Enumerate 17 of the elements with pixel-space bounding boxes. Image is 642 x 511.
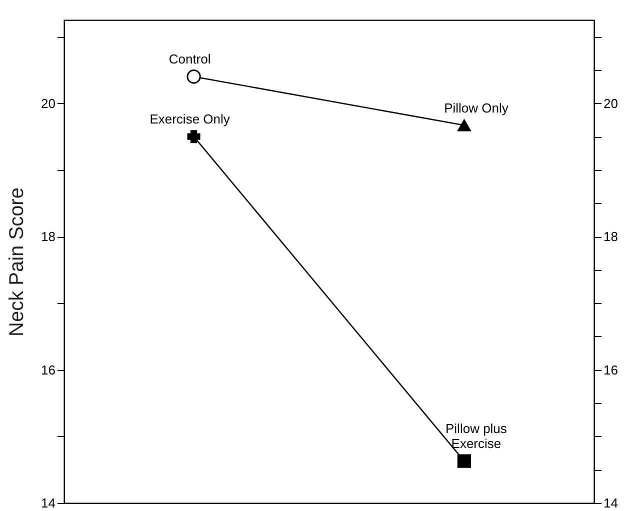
y2-tick-label: 14 <box>604 496 618 510</box>
series-label: Pillow Only <box>444 100 509 116</box>
y2-tick-label: 20 <box>604 96 618 111</box>
series-label: Pillow plus Exercise <box>445 421 508 452</box>
y-tick-label: 14 <box>41 496 56 510</box>
y-tick-label: 16 <box>41 362 56 378</box>
series-label: Control <box>168 52 211 67</box>
y2-tick-label: 16 <box>604 362 618 378</box>
y-tick-label: 20 <box>41 96 56 111</box>
series-label: Exercise Only <box>150 112 230 127</box>
y2-tick-label: 18 <box>604 229 618 244</box>
y-tick-label: 18 <box>41 229 56 244</box>
y-axis-title: Neck Pain Score <box>6 188 28 336</box>
point <box>186 70 201 84</box>
point <box>457 454 472 468</box>
point <box>457 119 472 132</box>
point <box>187 130 200 144</box>
